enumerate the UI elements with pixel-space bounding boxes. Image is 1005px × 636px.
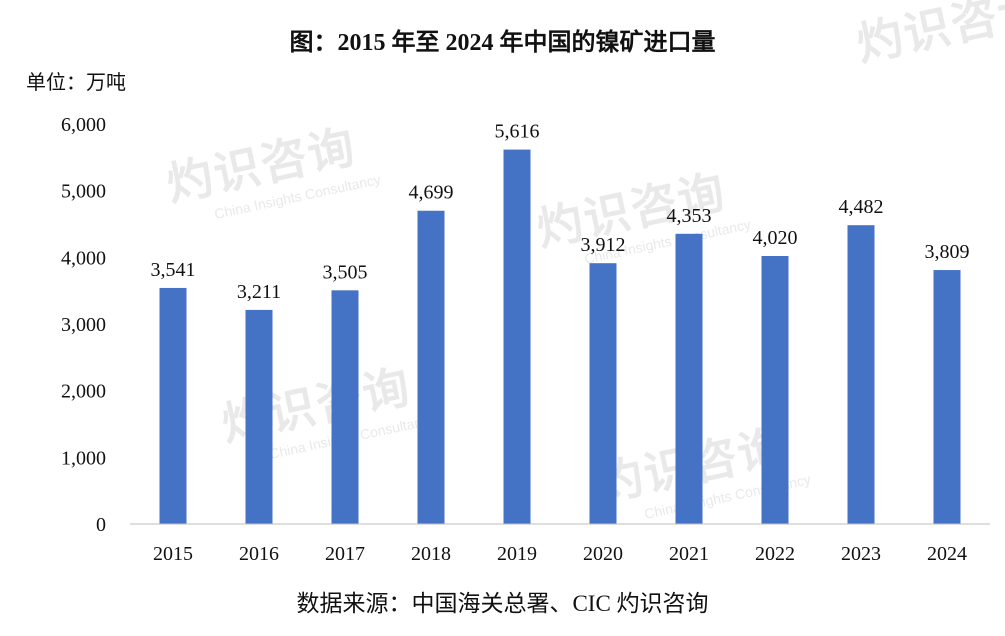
x-tick-label: 2023 <box>841 543 881 565</box>
data-label: 4,699 <box>409 182 454 204</box>
x-tick-label: 2016 <box>239 543 279 565</box>
data-label: 3,809 <box>925 241 970 263</box>
bar <box>245 309 273 524</box>
bar <box>503 149 531 524</box>
x-tick-label: 2018 <box>411 543 451 565</box>
bar <box>761 256 789 524</box>
x-ticks-group: 2015 2016 2017 2018 2019 2020 2021 2022 2023 2024 <box>153 543 967 565</box>
bar <box>933 270 961 524</box>
bar <box>675 233 703 525</box>
bars-group <box>159 149 961 525</box>
bar <box>331 290 359 524</box>
y-tick-label: 3,000 <box>61 314 106 336</box>
x-tick-label: 2021 <box>669 543 709 565</box>
y-tick-label: 1,000 <box>61 447 106 469</box>
y-ticks-group: 0 1,000 2,000 3,000 4,000 5,000 6,000 <box>61 114 106 536</box>
data-label: 3,211 <box>237 281 281 303</box>
data-label: 5,616 <box>495 121 540 143</box>
data-label: 4,020 <box>753 227 798 249</box>
data-label: 4,353 <box>667 205 712 227</box>
y-tick-label: 4,000 <box>61 247 106 269</box>
bar <box>159 287 187 524</box>
data-label: 3,541 <box>151 259 196 281</box>
y-tick-label: 2,000 <box>61 381 106 403</box>
data-label: 3,912 <box>581 234 626 256</box>
bar <box>417 210 445 524</box>
bar <box>589 263 617 524</box>
y-tick-label: 5,000 <box>61 181 106 203</box>
chart-title: 图：2015 年至 2024 年中国的镍矿进口量 <box>289 30 716 56</box>
bar <box>847 225 875 524</box>
data-label: 3,505 <box>323 261 368 283</box>
y-tick-label: 6,000 <box>61 114 106 136</box>
bar-labels-group: 3,541 3,211 3,505 4,699 5,616 3,912 4,353 4,020… <box>151 121 970 303</box>
x-tick-label: 2019 <box>497 543 537 565</box>
y-tick-label: 0 <box>96 514 106 536</box>
x-tick-label: 2024 <box>927 543 967 565</box>
x-tick-label: 2015 <box>153 543 193 565</box>
x-tick-label: 2022 <box>755 543 795 565</box>
data-label: 4,482 <box>839 196 884 218</box>
x-tick-label: 2020 <box>583 543 623 565</box>
x-tick-label: 2017 <box>325 543 365 565</box>
unit-label: 单位：万吨 <box>26 72 126 94</box>
source-note: 数据来源：中国海关总署、CIC 灼识咨询 <box>296 591 709 616</box>
